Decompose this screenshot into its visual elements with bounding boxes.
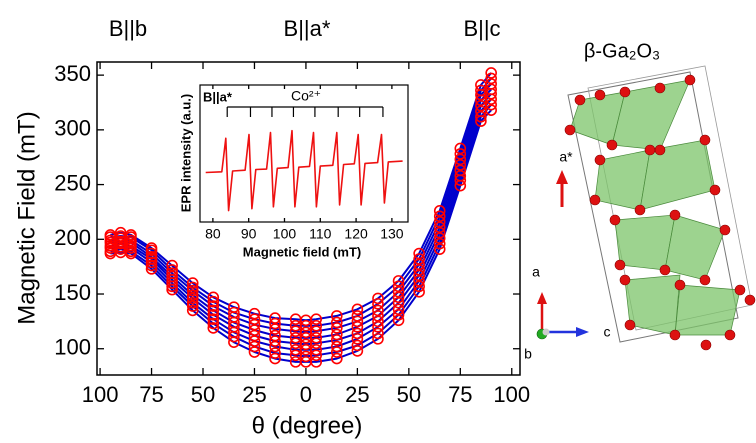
x-tick-label: 25: [345, 382, 369, 407]
x-tick-label: 100: [82, 382, 119, 407]
annotation: B||b: [109, 16, 147, 41]
x-axis-label: θ (degree): [252, 412, 363, 439]
y-tick-label: 100: [54, 335, 91, 360]
axis-letter: a: [532, 264, 540, 280]
annotation: B||c: [463, 16, 500, 41]
x-tick-label: 80: [205, 226, 221, 242]
formula: β-Ga₂O₃: [584, 40, 660, 62]
axis-letter: c: [604, 324, 611, 340]
y-axis-label: Magnetic Field (mT): [13, 111, 40, 324]
x-tick-label: 100: [493, 382, 530, 407]
y-tick-label: 150: [54, 280, 91, 305]
figure: B||b B||a* B||c Magnetic Field (mT) θ (d…: [0, 0, 756, 443]
y-tick-label: 250: [54, 170, 91, 195]
axis-letter: b: [524, 346, 532, 362]
x-tick-label: 50: [191, 382, 215, 407]
inset-annotation: B||a*: [203, 89, 233, 104]
inset-annotation: Co²⁺: [291, 88, 321, 104]
x-tick-label: 90: [241, 226, 257, 242]
x-tick-label: 75: [139, 382, 163, 407]
x-tick-label: 50: [397, 382, 421, 407]
x-tick-label: 120: [344, 226, 368, 242]
inset-x-label: Magnetic field (mT): [243, 244, 361, 259]
annotation: B||a*: [284, 16, 331, 41]
x-tick-label: 75: [448, 382, 472, 407]
inset-y-label: EPR intensity (a.u.): [178, 94, 193, 212]
x-tick-label: 100: [273, 226, 297, 242]
axis-letter: a*: [559, 149, 573, 165]
x-tick-label: 110: [309, 226, 332, 242]
y-tick-label: 300: [54, 116, 91, 141]
y-tick-label: 200: [54, 225, 91, 250]
x-tick-label: 130: [380, 226, 404, 242]
crystal-structure: β-Ga₂O₃ a* a: [524, 40, 755, 361]
x-tick-label: 25: [242, 382, 266, 407]
y-tick-label: 350: [54, 61, 91, 86]
inset-frame: [200, 85, 408, 222]
x-tick-label: 0: [300, 382, 312, 407]
